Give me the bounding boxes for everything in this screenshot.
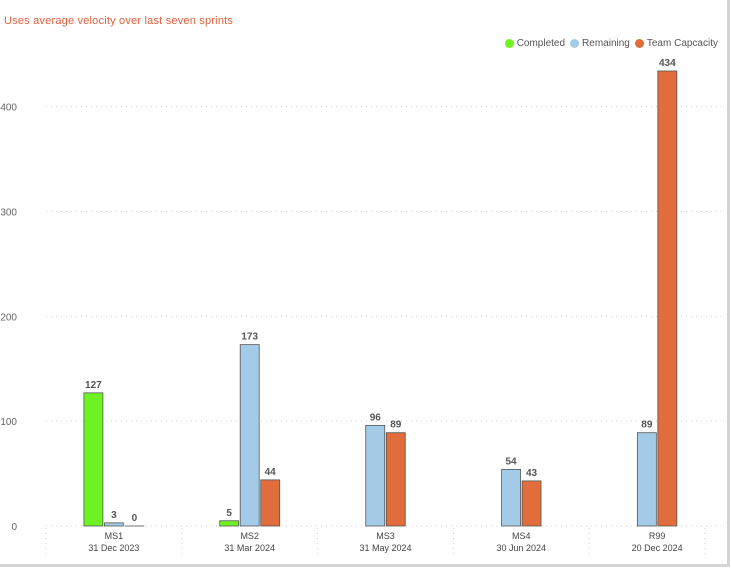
legend-marker-capacity bbox=[634, 39, 644, 48]
bar-completed bbox=[219, 520, 240, 527]
data-label: 43 bbox=[526, 468, 538, 479]
legend-label-completed: Completed bbox=[516, 38, 566, 49]
legend-item-remaining[interactable]: Remaining bbox=[570, 38, 630, 49]
data-label: 173 bbox=[241, 332, 258, 343]
y-tick-label: 300 bbox=[0, 207, 17, 218]
x-tick-date: 31 Dec 2023 bbox=[88, 543, 139, 553]
data-label: 96 bbox=[370, 412, 382, 423]
data-label: 44 bbox=[265, 467, 277, 478]
bar-capacity bbox=[521, 480, 542, 527]
bar-capacity bbox=[385, 432, 406, 527]
bar-capacity bbox=[260, 479, 281, 527]
legend-label-remaining: Remaining bbox=[582, 38, 630, 49]
y-tick-label: 400 bbox=[0, 103, 17, 114]
bar-remaining bbox=[501, 468, 521, 527]
x-tick-date: 30 Jun 2024 bbox=[497, 543, 547, 553]
y-tick-label: 100 bbox=[0, 417, 17, 428]
legend-marker-completed bbox=[504, 39, 514, 48]
bar-remaining bbox=[365, 424, 386, 527]
data-label: 3 bbox=[111, 510, 117, 521]
data-label: 89 bbox=[390, 420, 402, 431]
chart-legend: Completed Remaining Team Capcacity bbox=[500, 38, 718, 49]
bar-remaining bbox=[636, 432, 657, 527]
legend-item-completed[interactable]: Completed bbox=[504, 38, 566, 49]
legend-item-capacity[interactable]: Team Capcacity bbox=[634, 38, 718, 49]
x-tick-date: 31 Mar 2024 bbox=[224, 543, 275, 553]
legend-marker-remaining bbox=[570, 39, 580, 48]
data-label: 434 bbox=[659, 58, 676, 69]
data-label: 54 bbox=[505, 456, 517, 467]
data-label: 0 bbox=[132, 513, 138, 524]
x-tick-label: MS1 bbox=[105, 531, 124, 541]
bar-remaining bbox=[104, 522, 124, 527]
x-tick-date: 20 Dec 2024 bbox=[632, 543, 683, 553]
x-tick-label: MS3 bbox=[376, 531, 395, 541]
x-tick-date: 31 May 2024 bbox=[359, 543, 411, 553]
bar-capacity bbox=[657, 70, 678, 527]
x-tick-label: MS2 bbox=[240, 531, 259, 541]
data-label: 5 bbox=[226, 508, 232, 519]
y-tick-label: 0 bbox=[11, 522, 17, 533]
legend-label-capacity: Team Capcacity bbox=[646, 38, 718, 49]
data-label: 89 bbox=[641, 420, 653, 431]
x-tick-label: MS4 bbox=[512, 531, 531, 541]
chart-subtitle: Uses average velocity over last seven sp… bbox=[4, 15, 234, 27]
y-tick-label: 200 bbox=[0, 312, 17, 323]
bar-completed bbox=[83, 392, 104, 527]
x-tick-label: R99 bbox=[649, 531, 666, 541]
bar-remaining bbox=[239, 344, 260, 527]
data-label: 127 bbox=[85, 380, 102, 391]
